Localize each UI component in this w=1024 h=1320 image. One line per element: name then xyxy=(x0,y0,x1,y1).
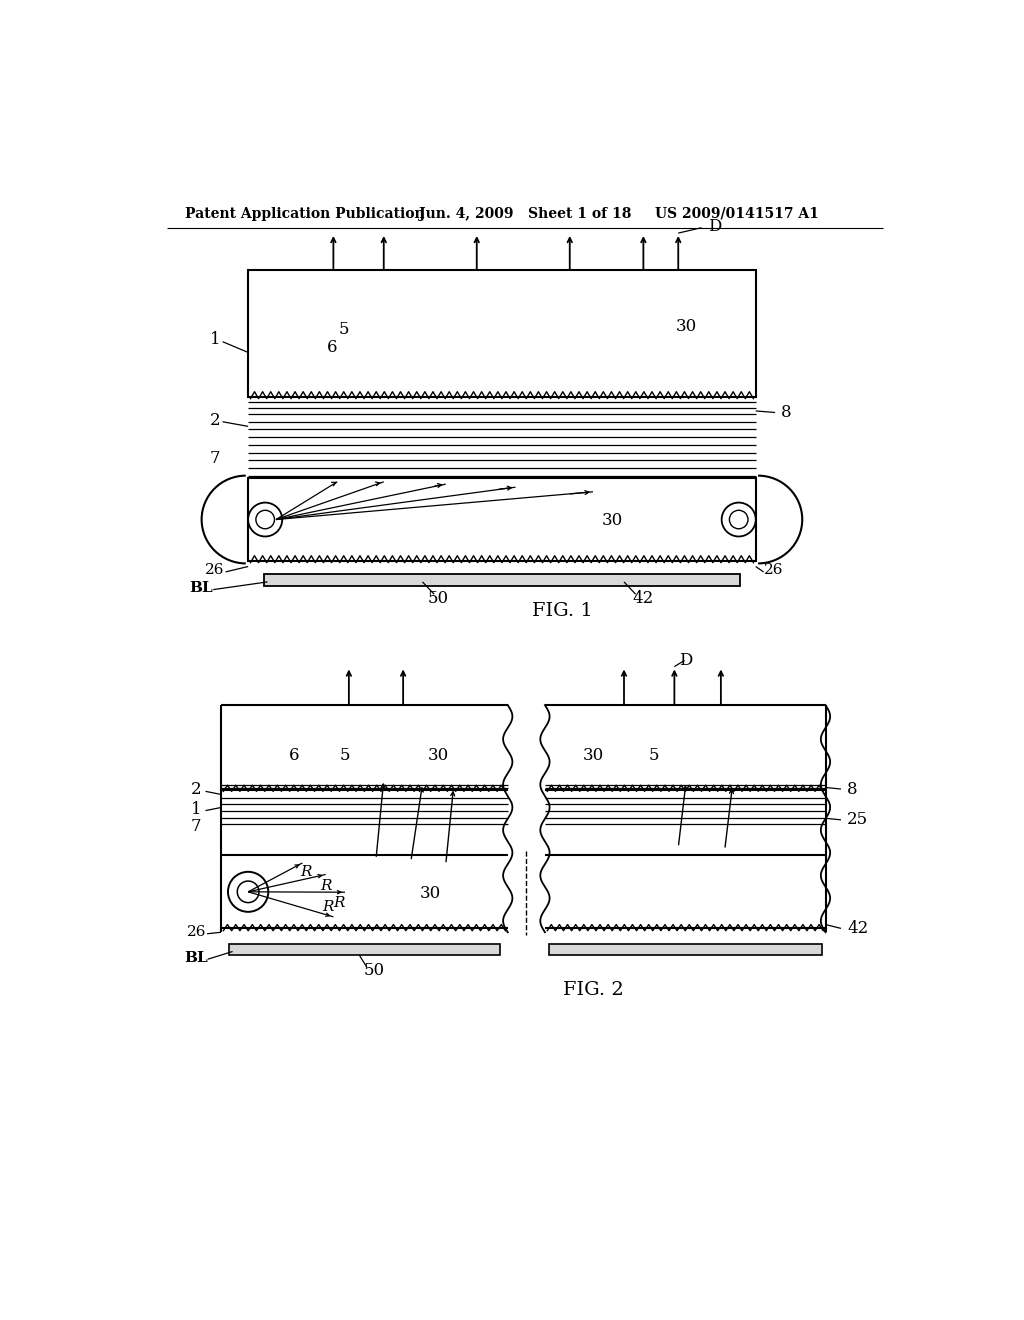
Text: 8: 8 xyxy=(781,404,792,421)
Text: 30: 30 xyxy=(420,886,441,903)
Text: 2: 2 xyxy=(190,781,202,799)
Text: Jun. 4, 2009   Sheet 1 of 18: Jun. 4, 2009 Sheet 1 of 18 xyxy=(419,207,631,220)
Bar xyxy=(248,271,756,397)
Text: R: R xyxy=(319,879,332,894)
Text: 7: 7 xyxy=(190,818,202,836)
Text: US 2009/0141517 A1: US 2009/0141517 A1 xyxy=(655,207,819,220)
Text: 5: 5 xyxy=(340,747,350,764)
Circle shape xyxy=(248,503,283,536)
Circle shape xyxy=(729,511,748,529)
Text: 42: 42 xyxy=(633,590,654,607)
Text: FIG. 2: FIG. 2 xyxy=(562,981,624,999)
Text: 6: 6 xyxy=(290,747,300,764)
Text: 7: 7 xyxy=(210,450,220,467)
Text: 1: 1 xyxy=(190,800,202,817)
Text: D: D xyxy=(708,218,721,235)
Text: 5: 5 xyxy=(338,321,349,338)
Text: 42: 42 xyxy=(847,920,868,937)
Circle shape xyxy=(238,880,259,903)
Circle shape xyxy=(228,871,268,912)
Text: 30: 30 xyxy=(676,318,696,335)
Text: 50: 50 xyxy=(427,590,449,607)
Text: 2: 2 xyxy=(210,412,220,429)
Text: 1: 1 xyxy=(210,331,220,348)
Text: 25: 25 xyxy=(847,812,868,829)
Text: 50: 50 xyxy=(364,962,385,979)
Text: 26: 26 xyxy=(205,564,224,577)
Text: R: R xyxy=(300,865,312,879)
Bar xyxy=(228,944,500,954)
Text: FIG. 1: FIG. 1 xyxy=(531,602,592,620)
Bar xyxy=(248,478,756,561)
Text: R: R xyxy=(333,896,344,909)
Text: 5: 5 xyxy=(648,747,658,764)
Text: 30: 30 xyxy=(427,747,449,764)
Text: 6: 6 xyxy=(327,338,337,355)
Text: 30: 30 xyxy=(602,512,623,529)
Text: R: R xyxy=(323,900,334,913)
Circle shape xyxy=(722,503,756,536)
Text: BL: BL xyxy=(184,950,208,965)
Circle shape xyxy=(256,511,274,529)
Text: Patent Application Publication: Patent Application Publication xyxy=(184,207,424,220)
Text: 26: 26 xyxy=(186,925,206,940)
Text: D: D xyxy=(679,652,692,669)
Text: 26: 26 xyxy=(764,564,783,577)
Text: 30: 30 xyxy=(583,747,603,764)
Bar xyxy=(263,574,740,586)
Bar xyxy=(549,944,821,954)
Text: BL: BL xyxy=(189,581,213,595)
Text: 8: 8 xyxy=(847,780,858,797)
